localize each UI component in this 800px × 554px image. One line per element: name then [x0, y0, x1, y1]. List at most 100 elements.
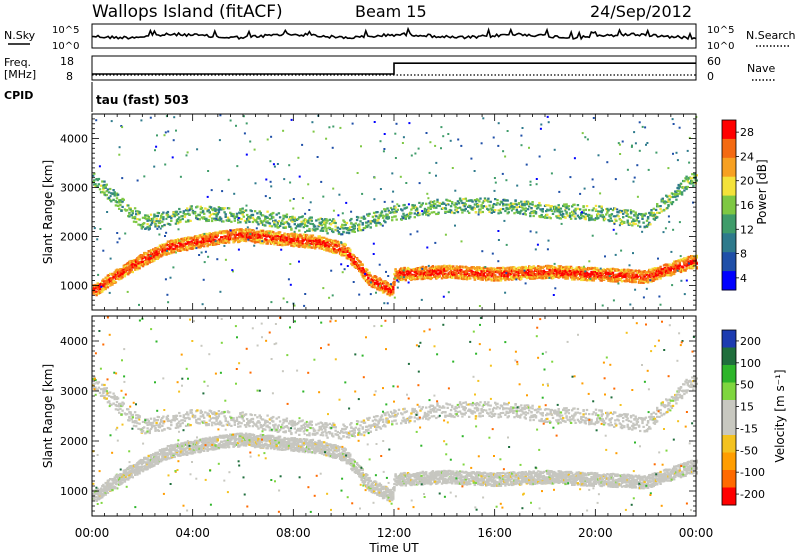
power-mark: [364, 279, 368, 283]
power-mark: [498, 203, 501, 206]
power-mark: [342, 230, 345, 233]
power-mark: [605, 269, 608, 272]
power-mark: [113, 194, 116, 197]
power-mark: [106, 281, 110, 284]
power-mark: [455, 203, 458, 206]
power-mark: [175, 210, 179, 213]
power-mark: [175, 245, 179, 248]
power-mark: [329, 223, 333, 226]
power-mark: [457, 202, 461, 205]
power-mark: [133, 266, 137, 269]
power-mark: [477, 275, 480, 278]
power-mark: [581, 275, 584, 278]
power-mark: [301, 215, 304, 218]
power-mark: [461, 201, 464, 205]
power-mark: [682, 266, 685, 269]
power-mark: [550, 274, 554, 277]
power-mark: [486, 270, 489, 273]
power-mark: [156, 246, 159, 250]
power-mark: [502, 207, 505, 211]
power-mark: [131, 212, 134, 215]
power-mark: [344, 251, 347, 254]
power-mark: [542, 265, 546, 269]
power-mark: [589, 275, 592, 278]
power-mark: [499, 279, 503, 282]
power-mark: [217, 209, 221, 212]
power-mark: [221, 236, 224, 239]
power-mark: [259, 242, 262, 245]
power-mark: [249, 216, 252, 219]
power-mark: [563, 203, 566, 206]
power-mark: [557, 206, 560, 209]
power-mark: [620, 209, 624, 213]
power-mark: [272, 231, 275, 234]
power-mark: [389, 211, 393, 214]
power-mark: [106, 276, 110, 279]
power-mark: [240, 218, 243, 221]
power-mark: [338, 249, 342, 252]
power-mark: [496, 199, 499, 202]
power-mark: [611, 280, 615, 283]
power-mark: [615, 219, 618, 222]
power-mark: [187, 239, 190, 242]
power-mark: [149, 213, 153, 216]
power-mark: [237, 228, 240, 231]
power-mark: [114, 204, 118, 207]
power-mark: [162, 211, 165, 214]
power-mark: [273, 243, 276, 246]
power-mark: [524, 265, 527, 268]
power-mark: [453, 204, 456, 207]
power-mark: [191, 247, 195, 250]
power-mark: [375, 222, 378, 225]
power-mark: [213, 213, 216, 216]
power-mark: [310, 216, 313, 219]
power-mark: [455, 272, 458, 275]
power-mark: [335, 245, 338, 248]
power-mark: [479, 208, 482, 211]
power-mark: [154, 223, 157, 226]
power-mark: [184, 213, 188, 216]
power-mark: [297, 238, 300, 241]
power-mark: [475, 269, 479, 272]
power-mark: [204, 207, 207, 210]
power-mark: [437, 269, 440, 272]
power-mark: [264, 224, 267, 227]
power-mark: [620, 280, 624, 283]
power-mark: [588, 213, 591, 217]
power-mark: [270, 225, 274, 228]
freq-right-tick-bottom: 0: [707, 70, 714, 83]
power-mark: [556, 210, 559, 213]
power-mark: [479, 197, 482, 200]
power-mark: [351, 225, 354, 228]
power-mark: [331, 228, 334, 231]
power-mark: [326, 241, 329, 244]
power-mark: [480, 272, 483, 275]
power-mark: [281, 219, 284, 222]
power-mark: [118, 207, 121, 210]
power-mark: [209, 238, 213, 241]
power-mark: [618, 274, 621, 277]
power-mark: [535, 266, 539, 269]
power-mark: [524, 207, 527, 210]
power-mark: [473, 278, 477, 281]
power-mark: [502, 203, 505, 206]
power-mark: [591, 209, 594, 212]
power-mark: [205, 235, 208, 238]
power-mark: [562, 213, 565, 216]
power-mark: [378, 289, 381, 292]
power-mark: [353, 255, 356, 258]
power-mark: [115, 277, 119, 280]
power-mark: [393, 277, 396, 280]
power-mark: [480, 269, 483, 273]
power-mark: [244, 228, 248, 231]
power-mark: [123, 275, 127, 278]
power-mark: [490, 211, 493, 214]
power-mark: [380, 211, 384, 214]
power-mark: [386, 207, 389, 210]
power-mark: [616, 280, 619, 283]
power-mark: [303, 224, 307, 227]
power-mark: [138, 218, 141, 221]
power-mark: [564, 274, 567, 277]
power-mark: [430, 211, 433, 214]
power-mark: [99, 184, 103, 187]
